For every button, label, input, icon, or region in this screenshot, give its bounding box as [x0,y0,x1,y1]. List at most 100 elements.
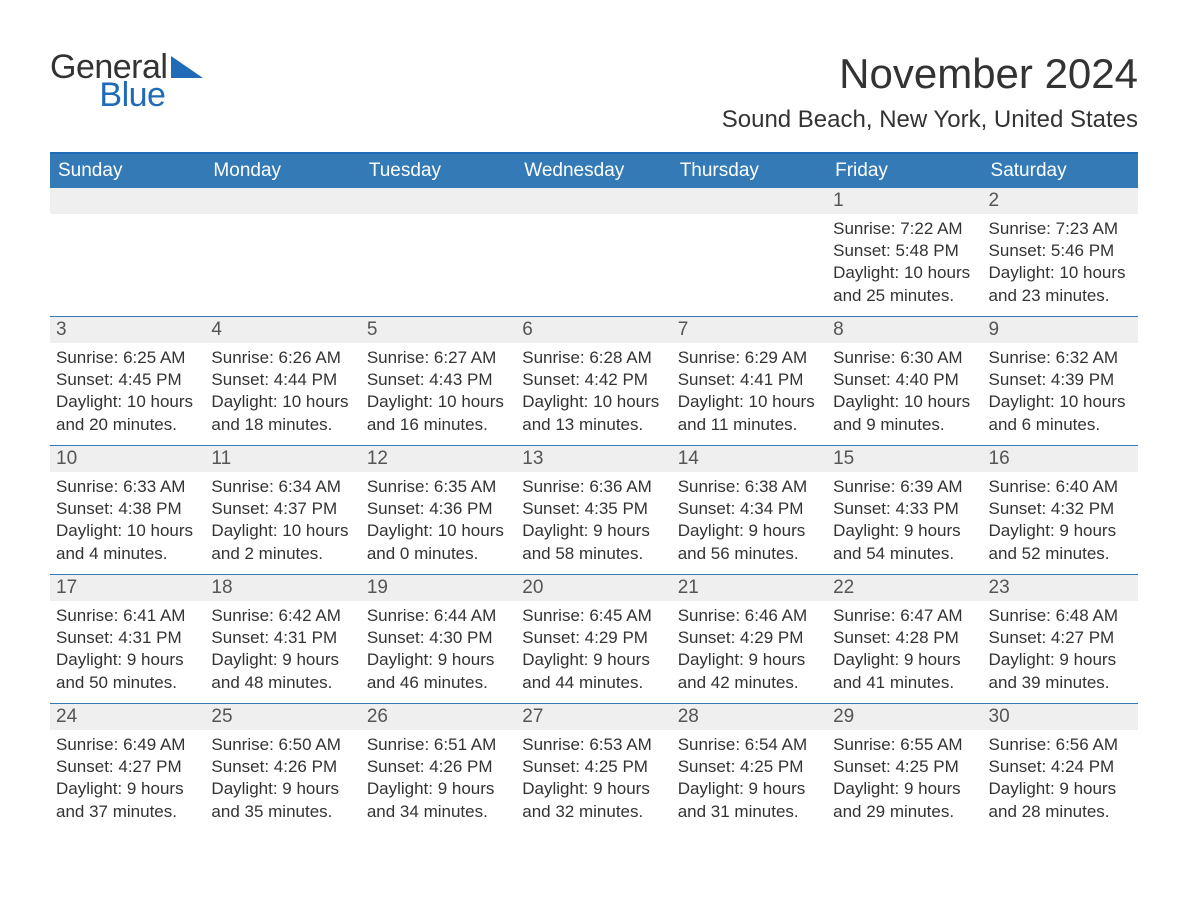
day-cell [50,188,205,316]
day-body: Sunrise: 6:49 AMSunset: 4:27 PMDaylight:… [50,730,205,829]
day-day1: Daylight: 9 hours [367,778,510,799]
day-day2: and 35 minutes. [211,801,354,822]
day-number: 13 [516,446,671,472]
day-sunset: Sunset: 4:33 PM [833,498,976,519]
day-body: Sunrise: 6:51 AMSunset: 4:26 PMDaylight:… [361,730,516,829]
day-cell: 25Sunrise: 6:50 AMSunset: 4:26 PMDayligh… [205,704,360,832]
day-cell: 18Sunrise: 6:42 AMSunset: 4:31 PMDayligh… [205,575,360,703]
day-day1: Daylight: 9 hours [522,778,665,799]
day-day1: Daylight: 10 hours [678,391,821,412]
day-day2: and 18 minutes. [211,414,354,435]
day-body: Sunrise: 6:53 AMSunset: 4:25 PMDaylight:… [516,730,671,829]
day-body: Sunrise: 6:26 AMSunset: 4:44 PMDaylight:… [205,343,360,442]
day-day2: and 44 minutes. [522,672,665,693]
day-number: 29 [827,704,982,730]
day-cell: 13Sunrise: 6:36 AMSunset: 4:35 PMDayligh… [516,446,671,574]
day-sunset: Sunset: 4:27 PM [56,756,199,777]
weekday-header: Sunday [50,154,205,188]
day-day2: and 54 minutes. [833,543,976,564]
day-day1: Daylight: 9 hours [522,520,665,541]
day-cell [205,188,360,316]
day-sunset: Sunset: 4:31 PM [211,627,354,648]
day-day2: and 20 minutes. [56,414,199,435]
day-cell [672,188,827,316]
day-day2: and 37 minutes. [56,801,199,822]
day-day2: and 4 minutes. [56,543,199,564]
logo-triangle-icon [171,56,203,83]
day-sunrise: Sunrise: 6:38 AM [678,476,821,497]
title-block: November 2024 Sound Beach, New York, Uni… [722,50,1138,134]
day-sunrise: Sunrise: 6:34 AM [211,476,354,497]
day-sunrise: Sunrise: 6:47 AM [833,605,976,626]
day-sunrise: Sunrise: 6:29 AM [678,347,821,368]
day-cell: 22Sunrise: 6:47 AMSunset: 4:28 PMDayligh… [827,575,982,703]
day-sunset: Sunset: 4:38 PM [56,498,199,519]
day-day1: Daylight: 9 hours [211,778,354,799]
day-sunset: Sunset: 4:37 PM [211,498,354,519]
day-sunset: Sunset: 4:26 PM [211,756,354,777]
day-sunset: Sunset: 4:26 PM [367,756,510,777]
day-sunrise: Sunrise: 6:45 AM [522,605,665,626]
day-body: Sunrise: 6:29 AMSunset: 4:41 PMDaylight:… [672,343,827,442]
day-day1: Daylight: 10 hours [833,391,976,412]
day-cell [516,188,671,316]
day-number: 18 [205,575,360,601]
day-day2: and 48 minutes. [211,672,354,693]
day-day2: and 58 minutes. [522,543,665,564]
day-sunset: Sunset: 4:45 PM [56,369,199,390]
day-sunrise: Sunrise: 6:35 AM [367,476,510,497]
day-number: 5 [361,317,516,343]
day-day2: and 50 minutes. [56,672,199,693]
day-sunrise: Sunrise: 7:22 AM [833,218,976,239]
day-day1: Daylight: 9 hours [833,649,976,670]
day-day2: and 13 minutes. [522,414,665,435]
day-sunrise: Sunrise: 7:23 AM [989,218,1132,239]
day-day1: Daylight: 10 hours [522,391,665,412]
day-day2: and 42 minutes. [678,672,821,693]
day-number: 12 [361,446,516,472]
day-cell: 15Sunrise: 6:39 AMSunset: 4:33 PMDayligh… [827,446,982,574]
day-sunset: Sunset: 4:25 PM [678,756,821,777]
day-number: 19 [361,575,516,601]
day-number: 28 [672,704,827,730]
week-row: 3Sunrise: 6:25 AMSunset: 4:45 PMDaylight… [50,316,1138,445]
day-body: Sunrise: 6:54 AMSunset: 4:25 PMDaylight:… [672,730,827,829]
day-day1: Daylight: 10 hours [989,391,1132,412]
day-day1: Daylight: 10 hours [367,520,510,541]
header: General Blue November 2024 Sound Beach, … [50,50,1138,134]
day-sunrise: Sunrise: 6:51 AM [367,734,510,755]
weekday-header-row: SundayMondayTuesdayWednesdayThursdayFrid… [50,154,1138,188]
day-cell: 4Sunrise: 6:26 AMSunset: 4:44 PMDaylight… [205,317,360,445]
weekday-header: Wednesday [516,154,671,188]
day-number: 30 [983,704,1138,730]
day-day2: and 9 minutes. [833,414,976,435]
day-sunset: Sunset: 4:40 PM [833,369,976,390]
day-sunrise: Sunrise: 6:44 AM [367,605,510,626]
weekday-header: Saturday [983,154,1138,188]
day-number: 8 [827,317,982,343]
day-cell: 30Sunrise: 6:56 AMSunset: 4:24 PMDayligh… [983,704,1138,832]
day-body: Sunrise: 7:23 AMSunset: 5:46 PMDaylight:… [983,214,1138,313]
day-day1: Daylight: 9 hours [367,649,510,670]
day-cell [361,188,516,316]
day-body: Sunrise: 6:48 AMSunset: 4:27 PMDaylight:… [983,601,1138,700]
day-cell: 10Sunrise: 6:33 AMSunset: 4:38 PMDayligh… [50,446,205,574]
day-day1: Daylight: 10 hours [211,391,354,412]
day-sunrise: Sunrise: 6:55 AM [833,734,976,755]
day-body: Sunrise: 6:27 AMSunset: 4:43 PMDaylight:… [361,343,516,442]
day-sunset: Sunset: 4:44 PM [211,369,354,390]
location: Sound Beach, New York, United States [722,106,1138,134]
day-sunrise: Sunrise: 6:25 AM [56,347,199,368]
day-day2: and 39 minutes. [989,672,1132,693]
day-cell: 2Sunrise: 7:23 AMSunset: 5:46 PMDaylight… [983,188,1138,316]
day-day2: and 46 minutes. [367,672,510,693]
day-day1: Daylight: 10 hours [989,262,1132,283]
day-body: Sunrise: 6:55 AMSunset: 4:25 PMDaylight:… [827,730,982,829]
day-number: 23 [983,575,1138,601]
day-number: 9 [983,317,1138,343]
calendar: SundayMondayTuesdayWednesdayThursdayFrid… [50,152,1138,832]
day-number: 16 [983,446,1138,472]
day-day1: Daylight: 9 hours [833,520,976,541]
day-sunrise: Sunrise: 6:39 AM [833,476,976,497]
day-cell: 23Sunrise: 6:48 AMSunset: 4:27 PMDayligh… [983,575,1138,703]
